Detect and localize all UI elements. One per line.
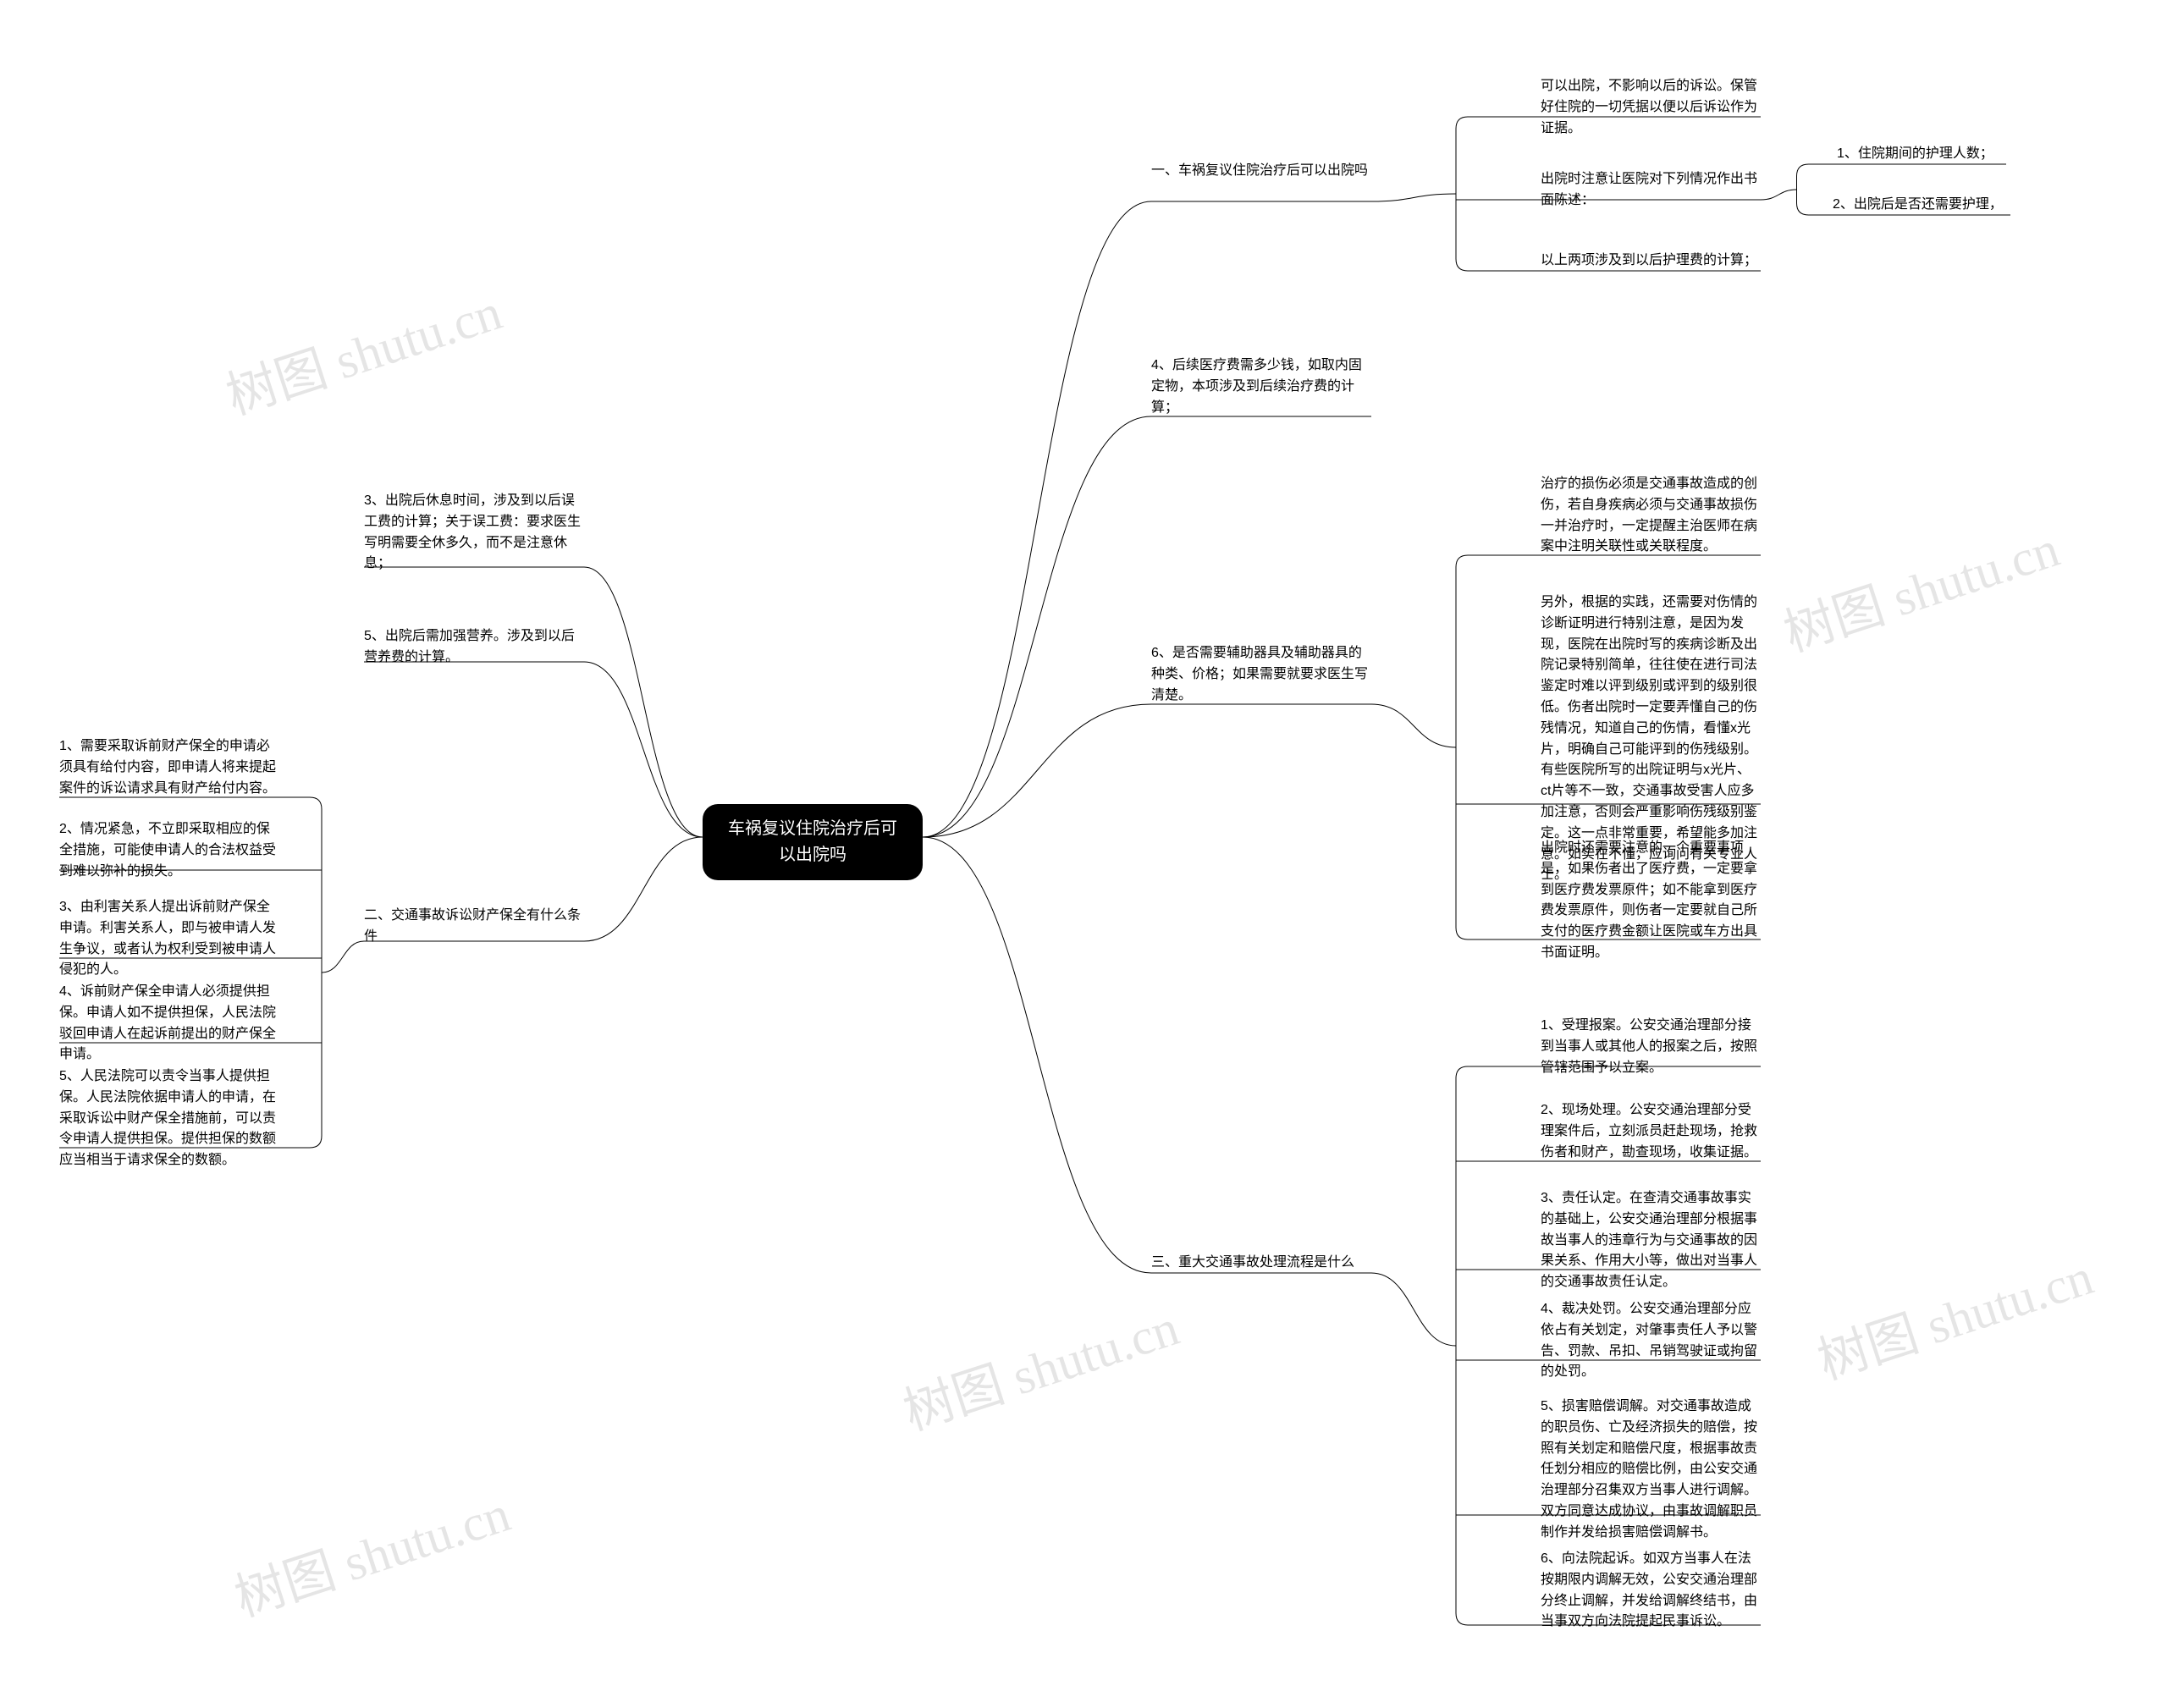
mindmap-node: 2、现场处理。公安交通治理部分受理案件后，立刻派员赶赴现场，抢救伤者和财产，勘查…: [1541, 1100, 1761, 1163]
mindmap-node: 以上两项涉及到以后护理费的计算；: [1541, 251, 1761, 272]
watermark: 树图 shutu.cn: [216, 271, 510, 429]
watermark: 树图 shutu.cn: [1773, 508, 2067, 666]
mindmap-node: 6、是否需要辅助器具及辅助器具的种类、价格；如果需要就要求医生写清楚。: [1151, 643, 1371, 706]
mindmap-node: 三、重大交通事故处理流程是什么: [1151, 1253, 1371, 1274]
mindmap-node: 2、情况紧急，不立即采取相应的保全措施，可能使申请人的合法权益受到难以弥补的损失…: [59, 819, 279, 882]
mindmap-node: 5、出院后需加强营养。涉及到以后营养费的计算。: [364, 626, 584, 669]
watermark: 树图 shutu.cn: [1807, 1236, 2101, 1394]
mindmap-node: 4、后续医疗费需多少钱，如取内固定物，本项涉及到后续治疗费的计算；: [1151, 355, 1371, 418]
mindmap-node: 出院时还需要注意的一个重要事项是，如果伤者出了医疗费，一定要拿到医疗费发票原件；…: [1541, 838, 1761, 964]
mindmap-node: 二、交通事故诉讼财产保全有什么条件: [364, 906, 584, 948]
mindmap-node: 5、损害赔偿调解。对交通事故造成的职员伤、亡及经济损失的赔偿，按照有关划定和赔偿…: [1541, 1397, 1761, 1544]
mindmap-node: 3、责任认定。在查清交通事故事实的基础上，公安交通治理部分根据事故当事人的违章行…: [1541, 1188, 1761, 1293]
mindmap-node: 出院时注意让医院对下列情况作出书面陈述：: [1541, 169, 1761, 212]
mindmap-node: 3、出院后休息时间，涉及到以后误工费的计算；关于误工费：要求医生写明需要全休多久…: [364, 491, 584, 575]
watermark: 树图 shutu.cn: [893, 1287, 1187, 1445]
mindmap-node: 3、由利害关系人提出诉前财产保全申请。利害关系人，即与被申请人发生争议，或者认为…: [59, 897, 279, 981]
mindmap-node: 4、裁决处罚。公安交通治理部分应依占有关划定，对肇事责任人予以警告、罚款、吊扣、…: [1541, 1299, 1761, 1383]
mindmap-node: 治疗的损伤必须是交通事故造成的创伤，若自身疾病必须与交通事故损伤一并治疗时，一定…: [1541, 474, 1761, 558]
mindmap-node: 1、受理报案。公安交通治理部分接到当事人或其他人的报案之后，按照管辖范围予以立案…: [1541, 1016, 1761, 1078]
mindmap-node: 5、人民法院可以责令当事人提供担保。人民法院依据申请人的申请，在采取诉讼中财产保…: [59, 1066, 279, 1171]
mindmap-node: 1、需要采取诉前财产保全的申请必须具有给付内容，即申请人将来提起案件的诉讼请求具…: [59, 736, 279, 799]
mindmap-node: 4、诉前财产保全申请人必须提供担保。申请人如不提供担保，人民法院驳回申请人在起诉…: [59, 982, 279, 1066]
mindmap-node: 可以出院，不影响以后的诉讼。保管好住院的一切凭据以便以后诉讼作为证据。: [1541, 76, 1761, 139]
mindmap-node: 一、车祸复议住院治疗后可以出院吗: [1151, 161, 1371, 182]
edge-layer: [0, 0, 2167, 1708]
mindmap-node: 1、住院期间的护理人数；: [1837, 144, 2006, 165]
root-node: 车祸复议住院治疗后可以出院吗: [703, 804, 923, 880]
mindmap-node: 6、向法院起诉。如双方当事人在法按期限内调解无效，公安交通治理部分终止调解，并发…: [1541, 1549, 1761, 1633]
mindmap-node: 2、出院后是否还需要护理，: [1833, 195, 2010, 216]
watermark: 树图 shutu.cn: [224, 1473, 518, 1631]
